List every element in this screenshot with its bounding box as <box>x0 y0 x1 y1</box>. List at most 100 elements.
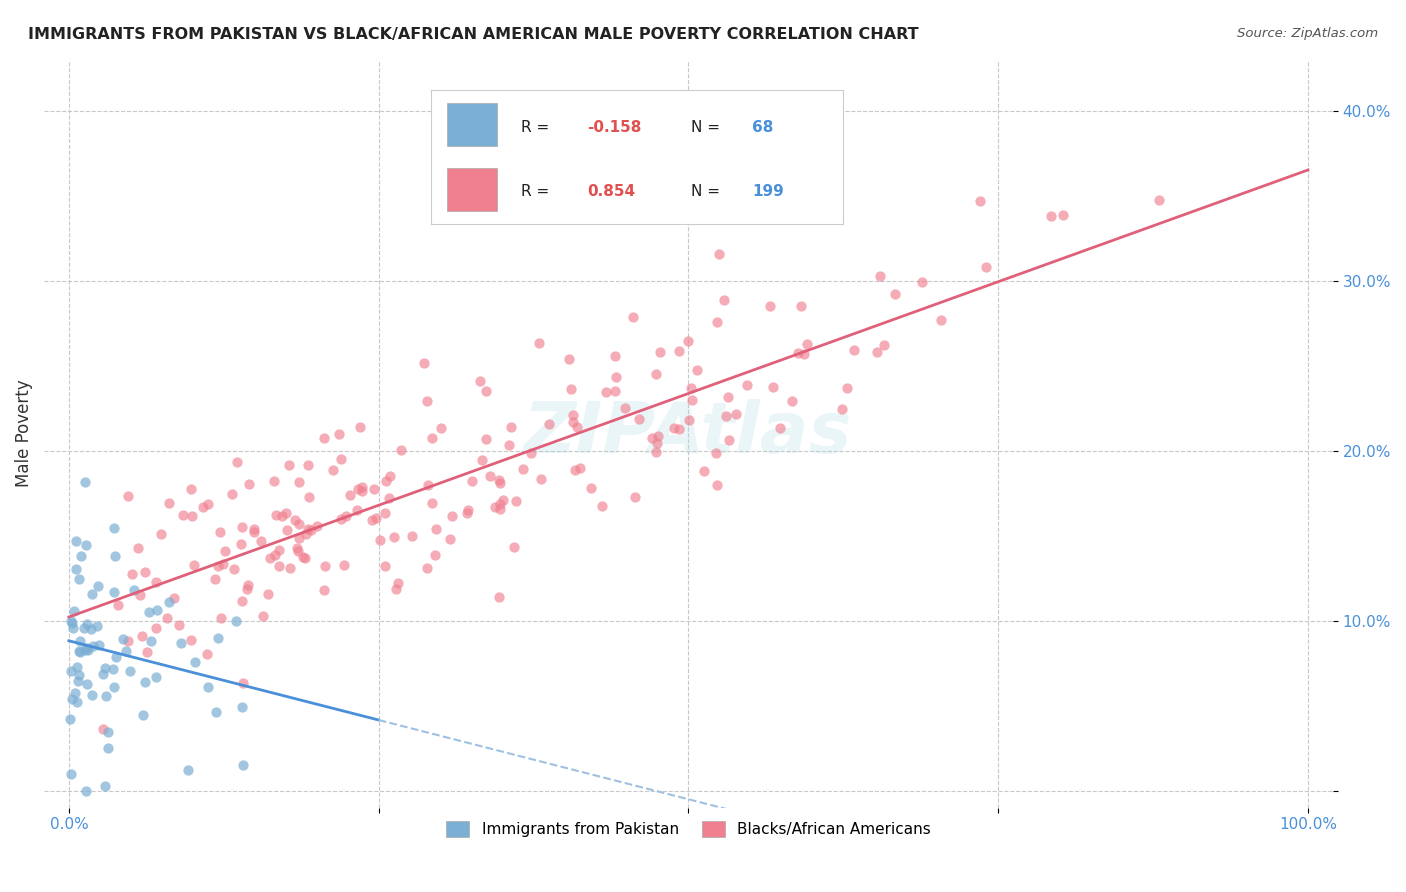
Blacks/African Americans <box>263 475 285 489</box>
Blacks/African Americans <box>378 469 401 483</box>
Immigrants from Pakistan <box>87 638 110 652</box>
Immigrants from Pakistan <box>66 696 89 710</box>
Blacks/African Americans <box>346 482 368 496</box>
Blacks/African Americans <box>287 541 309 556</box>
Blacks/African Americans <box>1052 208 1074 222</box>
Immigrants from Pakistan <box>60 692 83 706</box>
Blacks/African Americans <box>238 477 260 491</box>
Blacks/African Americans <box>581 481 603 495</box>
Blacks/African Americans <box>561 409 583 423</box>
Blacks/African Americans <box>131 629 153 643</box>
Blacks/African Americans <box>252 609 274 624</box>
Blacks/African Americans <box>278 561 301 575</box>
Immigrants from Pakistan <box>197 680 219 694</box>
Blacks/African Americans <box>605 349 627 363</box>
Immigrants from Pakistan <box>65 562 87 576</box>
Text: IMMIGRANTS FROM PAKISTAN VS BLACK/AFRICAN AMERICAN MALE POVERTY CORRELATION CHAR: IMMIGRANTS FROM PAKISTAN VS BLACK/AFRICA… <box>28 27 918 42</box>
Blacks/African Americans <box>181 508 204 523</box>
Blacks/African Americans <box>530 472 553 486</box>
Blacks/African Americans <box>681 392 703 407</box>
Blacks/African Americans <box>789 299 811 313</box>
Immigrants from Pakistan <box>103 585 125 599</box>
Immigrants from Pakistan <box>80 587 103 601</box>
Blacks/African Americans <box>470 374 492 388</box>
Blacks/African Americans <box>322 463 344 477</box>
Blacks/African Americans <box>277 458 299 473</box>
Blacks/African Americans <box>558 351 581 366</box>
Immigrants from Pakistan <box>67 667 90 681</box>
Immigrants from Pakistan <box>111 632 134 646</box>
Blacks/African Americans <box>475 384 498 399</box>
Blacks/African Americans <box>307 519 329 533</box>
Blacks/African Americans <box>645 444 668 458</box>
Blacks/African Americans <box>568 460 591 475</box>
Blacks/African Americans <box>717 433 740 447</box>
Blacks/African Americans <box>520 446 543 460</box>
Blacks/African Americans <box>842 343 865 357</box>
Blacks/African Americans <box>287 544 309 558</box>
Blacks/African Americans <box>681 381 703 395</box>
Blacks/African Americans <box>291 549 314 564</box>
Blacks/African Americans <box>640 431 662 445</box>
Blacks/African Americans <box>401 529 423 543</box>
Immigrants from Pakistan <box>73 475 96 490</box>
Blacks/African Americans <box>221 487 243 501</box>
Blacks/African Americans <box>314 582 336 597</box>
Blacks/African Americans <box>685 363 707 377</box>
Y-axis label: Male Poverty: Male Poverty <box>15 380 32 488</box>
Blacks/African Americans <box>294 527 316 541</box>
Immigrants from Pakistan <box>115 644 138 658</box>
Blacks/African Americans <box>762 380 785 394</box>
Blacks/African Americans <box>364 510 387 524</box>
Blacks/African Americans <box>560 382 582 396</box>
Blacks/African Americans <box>236 582 259 596</box>
Blacks/African Americans <box>91 722 114 736</box>
Blacks/African Americans <box>713 293 735 308</box>
Blacks/African Americans <box>714 409 737 424</box>
Blacks/African Americans <box>647 435 669 450</box>
Immigrants from Pakistan <box>157 595 180 609</box>
Blacks/African Americans <box>492 493 515 508</box>
Blacks/African Americans <box>257 587 280 601</box>
Immigrants from Pakistan <box>103 680 125 694</box>
Blacks/African Americans <box>297 458 319 472</box>
Blacks/African Americans <box>769 420 792 434</box>
Immigrants from Pakistan <box>63 604 86 618</box>
Blacks/African Americans <box>488 473 510 487</box>
Blacks/African Americans <box>276 506 298 520</box>
Blacks/African Americans <box>911 275 934 289</box>
Immigrants from Pakistan <box>122 582 145 597</box>
Immigrants from Pakistan <box>177 763 200 777</box>
Blacks/African Americans <box>605 384 627 398</box>
Blacks/African Americans <box>457 503 479 517</box>
Blacks/African Americans <box>297 522 319 536</box>
Immigrants from Pakistan <box>132 708 155 723</box>
Immigrants from Pakistan <box>82 688 104 702</box>
Blacks/African Americans <box>314 430 336 444</box>
Immigrants from Pakistan <box>207 631 229 645</box>
Immigrants from Pakistan <box>60 615 83 630</box>
Blacks/African Americans <box>430 420 453 434</box>
Blacks/African Americans <box>346 503 368 517</box>
Blacks/African Americans <box>418 478 440 492</box>
Blacks/African Americans <box>368 533 391 547</box>
Blacks/African Americans <box>425 522 447 536</box>
Blacks/African Americans <box>117 489 139 503</box>
Blacks/African Americans <box>375 474 398 488</box>
Blacks/African Americans <box>706 315 728 329</box>
Blacks/African Americans <box>163 591 186 606</box>
Blacks/African Americans <box>873 338 896 352</box>
Immigrants from Pakistan <box>94 689 117 703</box>
Blacks/African Americans <box>299 524 322 538</box>
Blacks/African Americans <box>605 370 627 384</box>
Blacks/African Americans <box>224 562 246 576</box>
Blacks/African Americans <box>1149 194 1171 208</box>
Blacks/African Americans <box>288 475 311 489</box>
Blacks/African Americans <box>145 575 167 590</box>
Immigrants from Pakistan <box>75 538 97 552</box>
Blacks/African Americans <box>330 511 353 525</box>
Blacks/African Americans <box>269 543 291 558</box>
Blacks/African Americans <box>621 310 644 325</box>
Immigrants from Pakistan <box>205 705 228 719</box>
Blacks/African Americans <box>250 534 273 549</box>
